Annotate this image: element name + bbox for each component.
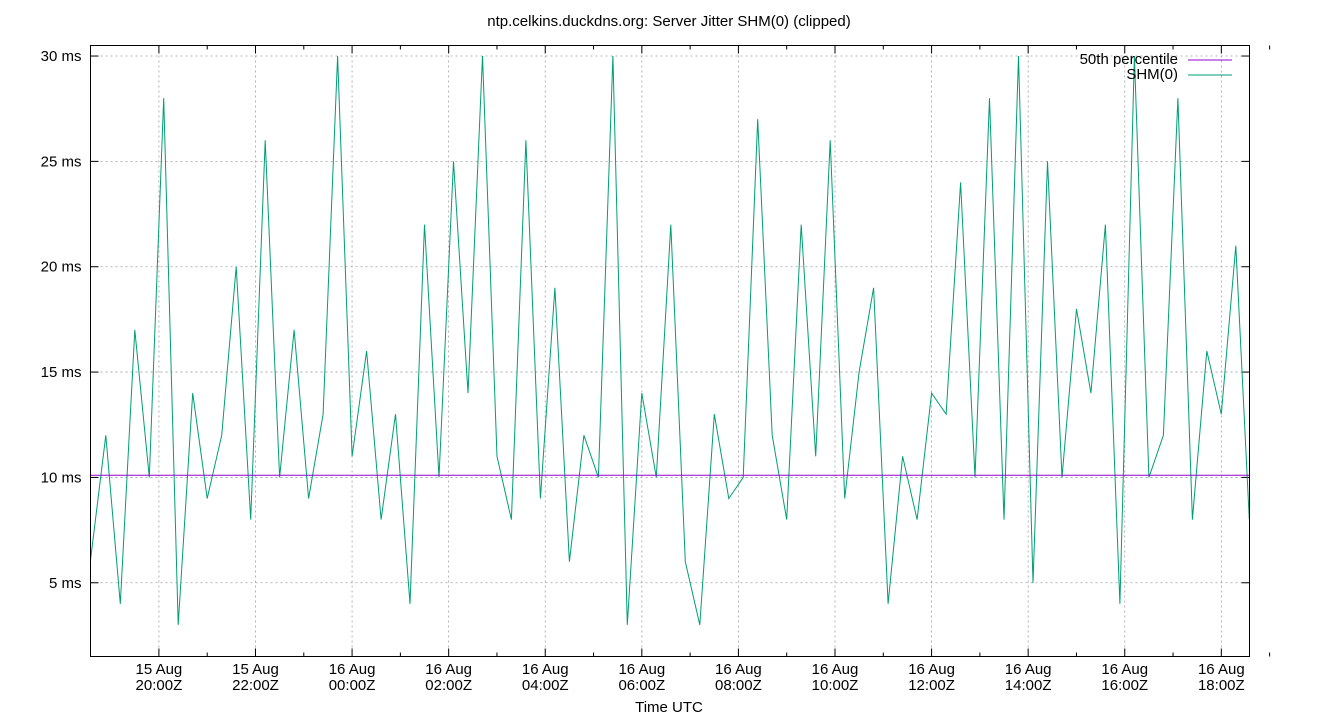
x-tick-time: 10:00Z	[812, 677, 859, 694]
chart-title: ntp.celkins.duckdns.org: Server Jitter S…	[487, 13, 850, 30]
plot-area	[89, 55, 1250, 626]
x-tick-date: 16 Aug	[908, 661, 955, 678]
x-axis-label: Time UTC	[635, 699, 703, 716]
x-tick-date: 16 Aug	[1005, 661, 1052, 678]
x-tick-time: 00:00Z	[329, 677, 376, 694]
x-tick-time: 04:00Z	[522, 677, 569, 694]
x-tick-date: 15 Aug	[136, 661, 183, 678]
x-tick-time: 02:00Z	[425, 677, 472, 694]
x-tick-time: 18:00Z	[1198, 677, 1245, 694]
x-tick-time: 22:00Z	[232, 677, 279, 694]
y-tick-label: 15 ms	[41, 364, 82, 381]
x-tick-date: 16 Aug	[1198, 661, 1245, 678]
x-tick-date: 15 Aug	[232, 661, 279, 678]
x-tick-date: 16 Aug	[618, 661, 665, 678]
x-tick-time: 12:00Z	[908, 677, 955, 694]
legend: 50th percentile SHM(0)	[1080, 51, 1232, 83]
grid	[90, 45, 1250, 657]
x-tick-time: 20:00Z	[136, 677, 183, 694]
x-tick-time: 16:00Z	[1101, 677, 1148, 694]
y-tick-label: 10 ms	[41, 469, 82, 486]
legend-label-shm: SHM(0)	[1126, 66, 1178, 83]
legend-label-percentile: 50th percentile	[1080, 51, 1178, 68]
y-tick-label: 20 ms	[41, 259, 82, 276]
x-tick-date: 16 Aug	[715, 661, 762, 678]
x-tick-time: 14:00Z	[1005, 677, 1052, 694]
y-tick-label: 30 ms	[41, 48, 82, 65]
x-tick-date: 16 Aug	[812, 661, 859, 678]
plot-frame	[90, 45, 1250, 657]
x-tick-time: 06:00Z	[618, 677, 665, 694]
y-tick-label: 25 ms	[41, 153, 82, 170]
x-tick-date: 16 Aug	[425, 661, 472, 678]
x-tick-date: 16 Aug	[522, 661, 569, 678]
series-line-shm	[89, 55, 1250, 626]
y-axis: 5 ms 10 ms 15 ms 20 ms 25 ms 30 ms	[41, 48, 1250, 592]
x-tick-date: 16 Aug	[1101, 661, 1148, 678]
x-tick-time: 08:00Z	[715, 677, 762, 694]
y-tick-label: 5 ms	[49, 575, 82, 592]
x-tick-date: 16 Aug	[329, 661, 376, 678]
